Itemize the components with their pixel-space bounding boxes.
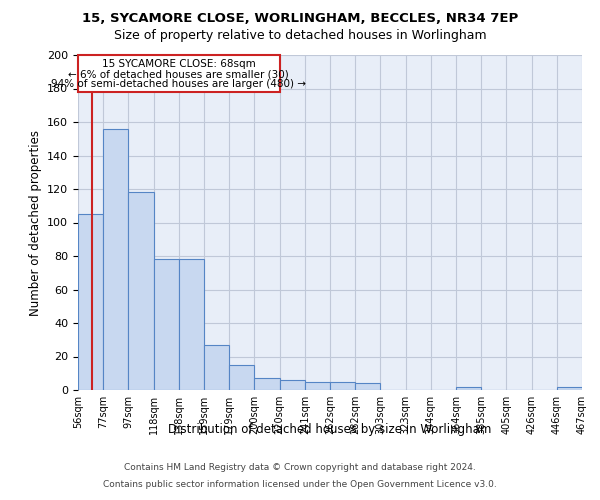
Bar xyxy=(254,378,280,390)
Bar xyxy=(456,386,481,390)
Text: Distribution of detached houses by size in Worlingham: Distribution of detached houses by size … xyxy=(169,422,491,436)
Bar xyxy=(305,382,330,390)
Bar xyxy=(78,214,103,390)
Bar xyxy=(103,128,128,390)
Bar xyxy=(154,260,179,390)
Y-axis label: Number of detached properties: Number of detached properties xyxy=(29,130,41,316)
Bar xyxy=(330,382,355,390)
Bar xyxy=(280,380,305,390)
Bar xyxy=(179,260,204,390)
Bar xyxy=(128,192,154,390)
Text: 15 SYCAMORE CLOSE: 68sqm: 15 SYCAMORE CLOSE: 68sqm xyxy=(102,59,256,69)
Text: ← 6% of detached houses are smaller (30): ← 6% of detached houses are smaller (30) xyxy=(68,69,289,79)
Text: Size of property relative to detached houses in Worlingham: Size of property relative to detached ho… xyxy=(113,29,487,42)
Bar xyxy=(204,345,229,390)
Text: 94% of semi-detached houses are larger (480) →: 94% of semi-detached houses are larger (… xyxy=(52,80,307,90)
FancyBboxPatch shape xyxy=(78,55,280,92)
Text: Contains public sector information licensed under the Open Government Licence v3: Contains public sector information licen… xyxy=(103,480,497,489)
Text: Contains HM Land Registry data © Crown copyright and database right 2024.: Contains HM Land Registry data © Crown c… xyxy=(124,464,476,472)
Bar xyxy=(355,384,380,390)
Bar xyxy=(229,365,254,390)
Bar xyxy=(557,386,582,390)
Text: 15, SYCAMORE CLOSE, WORLINGHAM, BECCLES, NR34 7EP: 15, SYCAMORE CLOSE, WORLINGHAM, BECCLES,… xyxy=(82,12,518,26)
